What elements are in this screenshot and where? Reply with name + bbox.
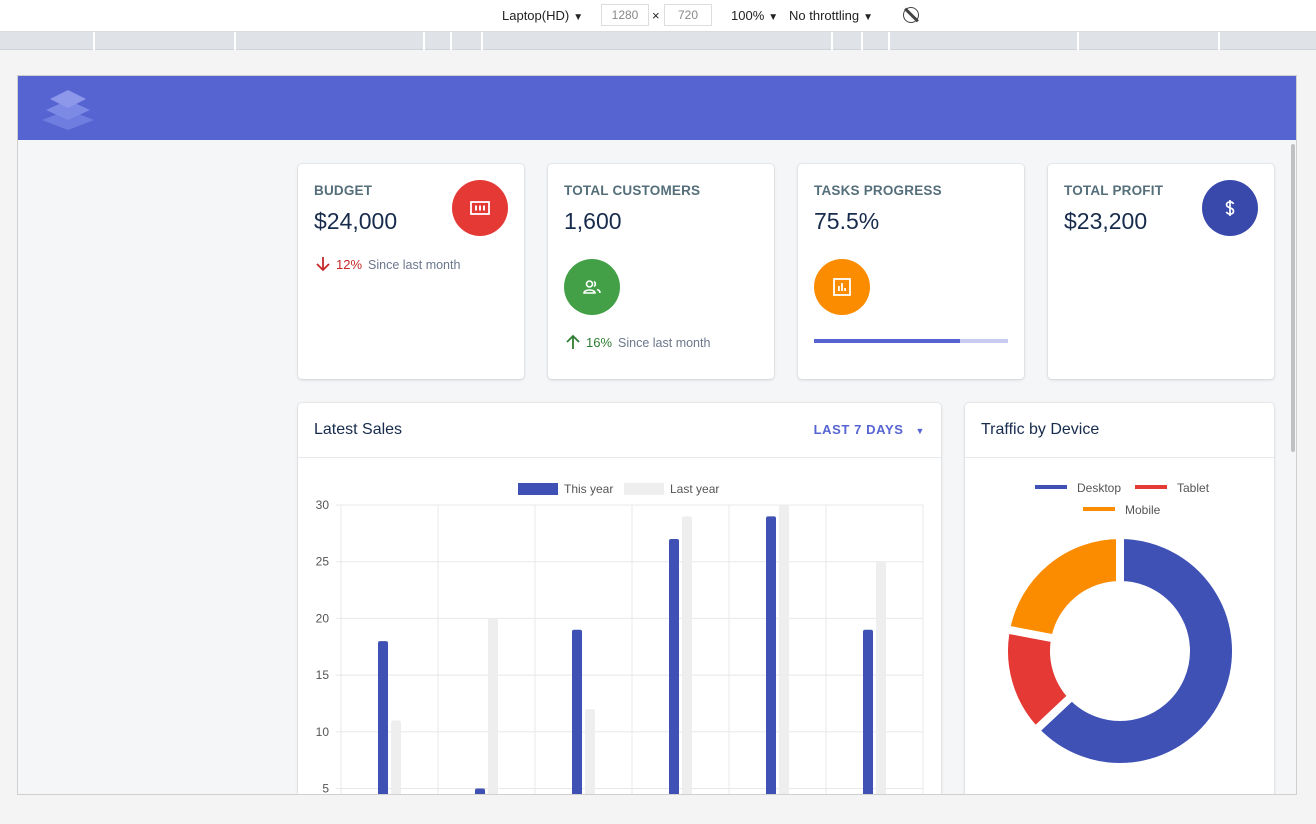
card-divider bbox=[965, 457, 1274, 458]
progress-fill bbox=[814, 339, 961, 343]
caret-down-icon: ▼ bbox=[768, 12, 779, 23]
bar-last-year bbox=[779, 505, 789, 794]
caret-down-icon: ▼ bbox=[573, 12, 584, 23]
card-divider bbox=[298, 457, 941, 458]
tasks-progress-card: TASKS PROGRESS 75.5% bbox=[798, 164, 1024, 379]
media-query-ruler bbox=[0, 32, 1316, 50]
legend-last-year[interactable]: Last year bbox=[624, 482, 719, 496]
trend-percent: 16% bbox=[586, 334, 613, 350]
legend-tablet[interactable]: Tablet bbox=[1135, 481, 1209, 495]
bar-this-year bbox=[766, 516, 776, 794]
trend-caption: Since last month bbox=[618, 335, 711, 350]
throttling-select[interactable]: No throttling ▼ bbox=[789, 8, 873, 23]
legend-label: Last year bbox=[670, 482, 720, 496]
trend-caption: Since last month bbox=[368, 257, 461, 272]
money-icon bbox=[452, 180, 508, 236]
stat-value: 1,600 bbox=[564, 208, 622, 234]
donut-slice-desktop bbox=[1029, 530, 1240, 771]
legend-swatch bbox=[624, 483, 664, 495]
top-app-bar bbox=[18, 76, 1296, 140]
height-input[interactable]: 720 bbox=[664, 4, 712, 26]
card-title: Latest Sales bbox=[314, 421, 403, 438]
legend-label: This year bbox=[564, 482, 614, 496]
y-tick-label: 10 bbox=[316, 725, 330, 739]
legend-swatch bbox=[1083, 507, 1115, 511]
legend-desktop[interactable]: Desktop bbox=[1035, 481, 1121, 495]
page-viewport: BUDGET $24,000 12% Since last month TOTAL… bbox=[17, 75, 1297, 795]
caret-down-icon: ▼ bbox=[915, 426, 925, 436]
rotate-icon[interactable] bbox=[903, 7, 919, 23]
logo-icon[interactable] bbox=[40, 88, 96, 132]
bar-last-year bbox=[585, 709, 595, 794]
bar-this-year bbox=[863, 629, 873, 794]
stat-value: $24,000 bbox=[314, 208, 398, 234]
legend-label: Mobile bbox=[1125, 503, 1161, 517]
donut-slice-mobile bbox=[1001, 530, 1124, 644]
times-sign: × bbox=[652, 8, 660, 23]
arrow-down-icon bbox=[314, 255, 334, 276]
y-tick-label: 25 bbox=[316, 555, 330, 569]
bar-this-year bbox=[572, 629, 582, 794]
stat-value: $23,200 bbox=[1064, 208, 1148, 234]
last-7-days-button[interactable]: LAST 7 DAYS ▼ bbox=[814, 422, 925, 437]
latest-sales-card: Latest Sales LAST 7 DAYS ▼ This year Last… bbox=[298, 403, 941, 796]
y-tick-label: 15 bbox=[316, 668, 330, 682]
insert-chart-icon bbox=[814, 259, 870, 315]
stat-label: BUDGET bbox=[314, 183, 373, 198]
customers-trend: 16% Since last month bbox=[564, 333, 710, 354]
card-title: Traffic by Device bbox=[981, 421, 1100, 438]
zoom-select[interactable]: 100% ▼ bbox=[731, 8, 778, 23]
throttling-label: No throttling bbox=[789, 8, 860, 23]
legend-label: Desktop bbox=[1077, 481, 1122, 495]
legend-swatch bbox=[518, 483, 558, 495]
arrow-up-icon bbox=[564, 333, 584, 354]
device-label: Laptop(HD) bbox=[502, 8, 570, 23]
stat-label: TOTAL CUSTOMERS bbox=[564, 183, 701, 198]
stat-label: TASKS PROGRESS bbox=[814, 183, 942, 198]
bar-last-year bbox=[488, 618, 498, 794]
budget-card: BUDGET $24,000 12% Since last month bbox=[298, 164, 524, 379]
legend-mobile[interactable]: Mobile bbox=[1083, 503, 1160, 517]
y-tick-label: 5 bbox=[322, 782, 329, 796]
total-customers-card: TOTAL CUSTOMERS 1,600 16% Since last mont… bbox=[548, 164, 774, 379]
trend-percent: 12% bbox=[336, 256, 363, 272]
legend-swatch bbox=[1135, 485, 1167, 489]
bar-last-year bbox=[682, 516, 692, 794]
legend-label: Tablet bbox=[1177, 481, 1210, 495]
budget-trend: 12% Since last month bbox=[314, 255, 460, 276]
people-icon bbox=[564, 259, 620, 315]
page-scrollbar[interactable] bbox=[1291, 144, 1295, 452]
bar-this-year bbox=[378, 641, 388, 794]
legend-this-year[interactable]: This year bbox=[518, 482, 613, 496]
bar-this-year bbox=[669, 539, 679, 794]
dollar-icon bbox=[1202, 180, 1258, 236]
sales-bar-chart: 30 25 20 15 10 5 bbox=[316, 498, 924, 796]
bar-last-year bbox=[391, 720, 401, 794]
width-input[interactable]: 1280 bbox=[601, 4, 649, 26]
device-toolbar: Laptop(HD) ▼ 1280 × 720 100% ▼ No throttli… bbox=[0, 0, 1316, 32]
caret-down-icon: ▼ bbox=[863, 12, 873, 23]
bar-this-year bbox=[475, 788, 485, 794]
total-profit-card: TOTAL PROFIT $23,200 bbox=[1048, 164, 1274, 379]
traffic-donut-chart bbox=[1000, 530, 1240, 771]
zoom-label: 100% bbox=[731, 8, 765, 23]
y-tick-label: 30 bbox=[316, 498, 330, 512]
stat-label: TOTAL PROFIT bbox=[1064, 183, 1164, 198]
range-label: LAST 7 DAYS bbox=[813, 422, 904, 437]
legend-swatch bbox=[1035, 485, 1067, 489]
traffic-by-device-card: Traffic by Device Desktop Tablet Mobile bbox=[965, 403, 1274, 794]
bar-last-year bbox=[876, 561, 886, 794]
y-tick-label: 20 bbox=[316, 611, 330, 625]
tasks-progress-bar bbox=[814, 339, 1008, 343]
stat-value: 75.5% bbox=[814, 208, 880, 234]
device-select[interactable]: Laptop(HD) ▼ bbox=[502, 8, 583, 23]
